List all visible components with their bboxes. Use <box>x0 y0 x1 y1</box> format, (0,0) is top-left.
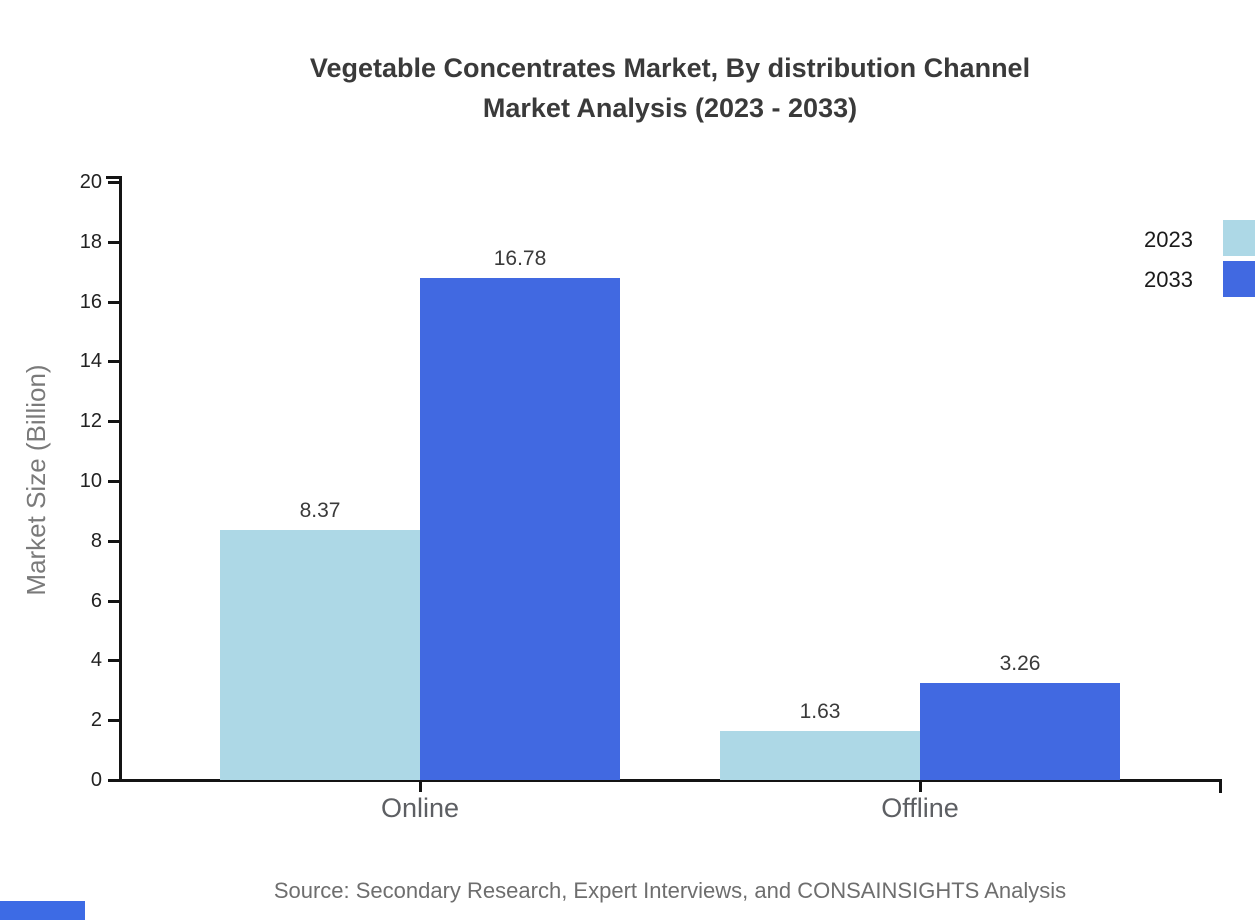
y-tick-label: 4 <box>90 649 102 672</box>
y-tick-label: 2 <box>90 709 102 732</box>
x-category-label-online: Online <box>380 793 460 823</box>
y-tick <box>108 719 120 723</box>
y-tick <box>108 599 120 603</box>
y-tick-label: 12 <box>79 410 102 433</box>
y-tick <box>108 539 120 543</box>
bar-value-label: 3.26 <box>999 651 1041 675</box>
y-tick-label: 8 <box>90 529 102 552</box>
source-attribution: Source: Secondary Research, Expert Inter… <box>273 878 1067 903</box>
y-axis-spine <box>119 177 122 781</box>
legend-swatch-2033 <box>1223 261 1255 297</box>
bar-2023-online <box>220 529 420 780</box>
bar-value-label: 1.63 <box>799 700 841 724</box>
y-tick <box>108 420 120 424</box>
y-tick-label: 0 <box>90 769 102 791</box>
bar-value-label: 8.37 <box>299 498 341 522</box>
x-tick <box>919 781 922 792</box>
y-tick <box>108 480 120 483</box>
bar-value-label: 16.78 <box>493 247 547 271</box>
y-tick-label: 10 <box>79 470 102 492</box>
legend-swatch-2023 <box>1223 220 1255 256</box>
legend-label-2033: 2033 <box>1144 267 1193 292</box>
x-axis-end-cap <box>1219 779 1222 793</box>
y-tick <box>108 240 120 244</box>
bar-2033-offline <box>920 682 1120 780</box>
chart-title-line1: Vegetable Concentrates Market, By distri… <box>309 53 1031 83</box>
y-tick <box>108 360 120 364</box>
y-tick-label: 14 <box>79 350 102 373</box>
y-tick-label: 6 <box>90 589 102 612</box>
y-tick-label: 18 <box>79 230 102 253</box>
chart-title-line2: Market Analysis (2023 - 2033) <box>482 93 858 123</box>
y-tick <box>108 300 120 304</box>
y-tick <box>108 779 120 782</box>
x-category-label-offline: Offline <box>881 793 959 823</box>
y-tick-label: 16 <box>79 290 102 313</box>
y-tick <box>108 181 120 184</box>
chart-title: Vegetable Concentrates Market, By distri… <box>120 48 1220 128</box>
y-tick-label: 20 <box>79 171 102 193</box>
bar-2033-online <box>420 278 620 780</box>
legend-label-2023: 2023 <box>1144 227 1193 252</box>
x-tick <box>419 781 422 792</box>
y-axis-top-cap <box>106 176 122 179</box>
footer-brand-block <box>0 901 85 920</box>
bar-2023-offline <box>720 731 920 780</box>
y-tick <box>108 659 120 663</box>
x-axis-spine <box>119 779 1222 782</box>
